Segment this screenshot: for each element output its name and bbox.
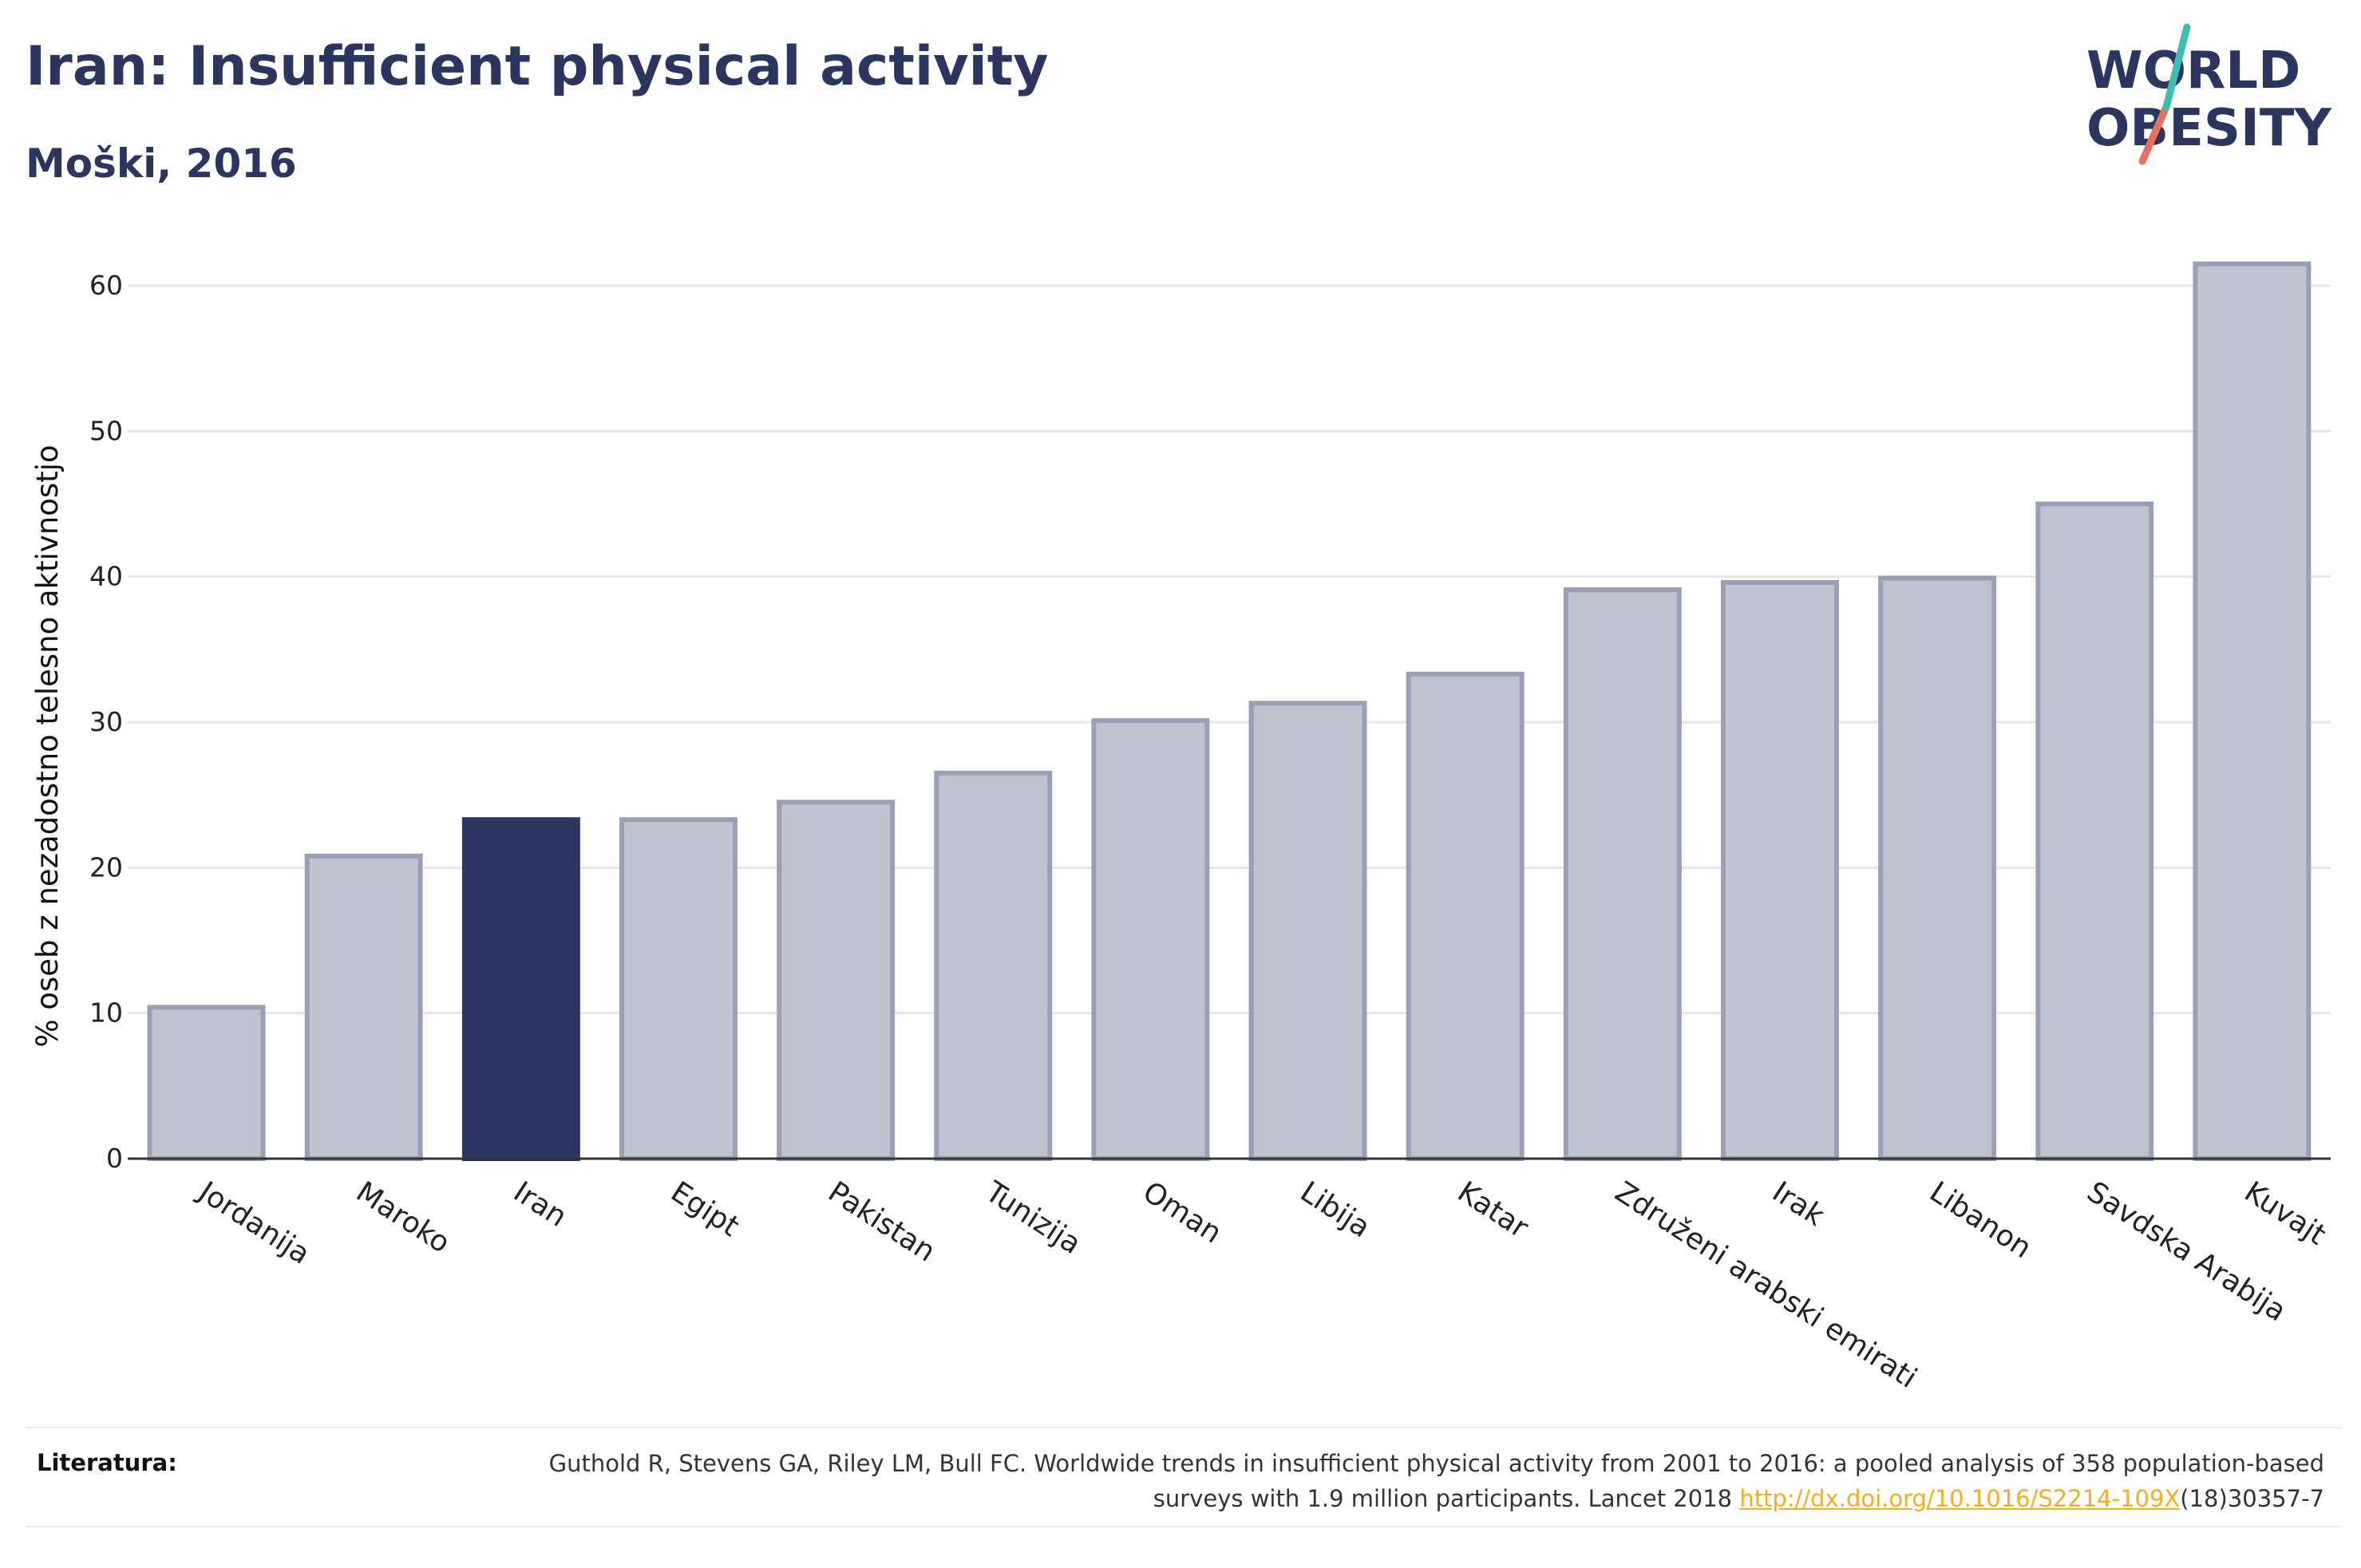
- y-tick-label: 20: [89, 851, 123, 883]
- y-axis-label: % oseb z nezadostno telesno aktivnostjo: [30, 444, 65, 1047]
- references-citation-suffix: (18)30357-7: [2180, 1485, 2324, 1512]
- y-tick-label: 40: [89, 561, 123, 592]
- bar-kuvajt: [2193, 261, 2312, 1161]
- x-tick-label: Libija: [1295, 1175, 1376, 1244]
- y-tick-label: 10: [89, 997, 123, 1029]
- x-tick-label: Egipt: [665, 1175, 745, 1243]
- footer-divider-bottom: [26, 1526, 2342, 1527]
- x-tick-label: Pakistan: [822, 1175, 941, 1268]
- y-tick-label: 50: [89, 415, 123, 446]
- logo-slash-teal: [2162, 23, 2191, 111]
- logo-line2: OBESITY: [2086, 99, 2331, 158]
- x-tick-label: Jordanija: [192, 1175, 315, 1271]
- logo-line1: WORLD: [2086, 41, 2300, 101]
- bar-jordanija: [147, 1005, 266, 1161]
- y-tick-label: 0: [106, 1143, 123, 1174]
- bar-egipt: [619, 817, 738, 1161]
- page-title: Iran: Insufficient physical activity: [26, 35, 1049, 98]
- bar-libanon: [1878, 575, 1997, 1161]
- bar-zdru-eni-arabski-emirati: [1563, 587, 1682, 1161]
- x-tick-label: Libanon: [1924, 1175, 2037, 1265]
- bar-irak: [1721, 579, 1839, 1161]
- x-tick-label: Irak: [1766, 1175, 1830, 1233]
- bar-tunizija: [934, 770, 1053, 1161]
- x-tick-label: Tunizija: [979, 1175, 1087, 1261]
- x-tick-label: Združeni arabski emirati: [1609, 1175, 1923, 1395]
- references-citation: Guthold R, Stevens GA, Riley LM, Bull FC…: [548, 1450, 2324, 1512]
- bar-chart: 0 10 20 30 40 50 60 Jordanija Maroko Iran Egipt Pak…: [30, 261, 2331, 1395]
- references-doi-link[interactable]: http://dx.doi.org/10.1016/S2214-109X: [1739, 1485, 2181, 1512]
- bar-maroko: [304, 853, 423, 1162]
- x-tick-label: Iran: [508, 1175, 572, 1234]
- x-tick-label: Katar: [1452, 1175, 1534, 1245]
- references-text: Guthold R, Stevens GA, Riley LM, Bull FC…: [488, 1446, 2324, 1516]
- logo-slash-red: [2138, 103, 2170, 165]
- x-tick-label: Maroko: [350, 1175, 456, 1260]
- y-tick-label: 30: [89, 706, 123, 737]
- x-tick-label: Oman: [1137, 1175, 1228, 1250]
- x-tick-label: Kuvajt: [2239, 1175, 2331, 1251]
- bar-iran: [461, 817, 580, 1161]
- bar-libija: [1248, 701, 1367, 1161]
- y-tick-label: 60: [89, 270, 123, 301]
- footer-divider-top: [26, 1427, 2342, 1428]
- references-label: Literatura:: [37, 1449, 177, 1476]
- bar-katar: [1406, 671, 1525, 1161]
- page-subtitle: Moški, 2016: [26, 140, 297, 187]
- bar-savdska-arabija: [2035, 501, 2154, 1161]
- bar-oman: [1091, 718, 1210, 1161]
- world-obesity-logo: WORLD OBESITY: [2086, 23, 2331, 165]
- bar-pakistan: [777, 800, 896, 1161]
